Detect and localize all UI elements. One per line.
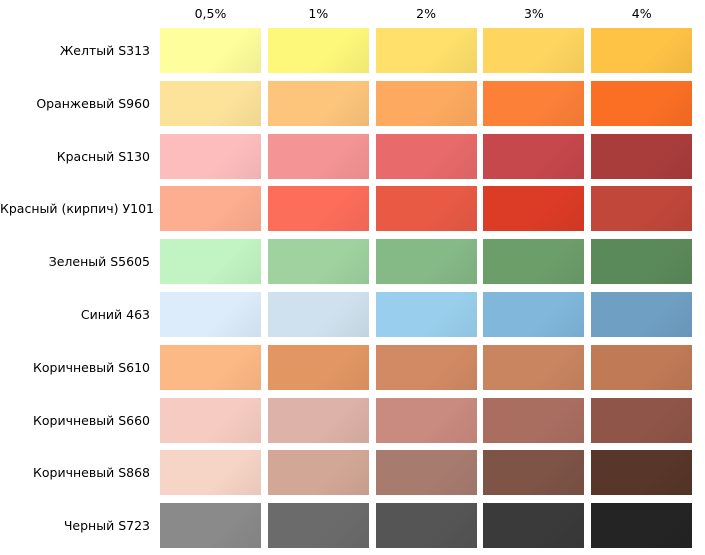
column-header: 0,5%: [194, 6, 227, 21]
column-header: 1%: [308, 6, 329, 21]
swatch: [160, 397, 261, 443]
row-label: Красный S130: [56, 148, 150, 164]
swatch: [483, 292, 585, 337]
swatch: [267, 450, 369, 496]
swatch: [267, 28, 369, 73]
swatch: [591, 239, 693, 285]
swatch: [160, 186, 261, 232]
swatch: [483, 397, 585, 443]
row-label: Оранжевый S960: [36, 95, 150, 111]
swatch: [483, 186, 585, 232]
swatch: [591, 450, 693, 496]
swatch: [483, 450, 585, 496]
swatch: [591, 344, 693, 390]
swatch: [267, 344, 369, 390]
swatch: [483, 344, 585, 390]
swatch: [375, 503, 477, 549]
swatch: [375, 292, 477, 337]
swatch: [483, 133, 585, 179]
swatch: [591, 80, 693, 126]
column-header: 4%: [631, 6, 652, 21]
swatch: [267, 292, 369, 337]
swatch: [160, 80, 261, 126]
swatch: [483, 503, 585, 549]
swatch: [591, 292, 693, 337]
swatch: [267, 80, 369, 126]
swatch: [267, 133, 369, 179]
swatch: [483, 80, 585, 126]
row-label: Коричневый S660: [33, 412, 150, 428]
swatch: [267, 397, 369, 443]
swatch: [483, 28, 585, 73]
swatch: [160, 450, 261, 496]
swatch: [591, 397, 693, 443]
column-header: 3%: [523, 6, 544, 21]
row-label: Зеленый S5605: [48, 254, 150, 270]
swatch: [375, 28, 477, 73]
swatch: [267, 186, 369, 232]
swatch: [160, 344, 261, 390]
row-label: Желтый S313: [59, 43, 150, 58]
row-label: Красный (кирпич) У101: [0, 201, 154, 217]
row-label: Синий 463: [80, 307, 150, 322]
swatch: [160, 503, 261, 549]
swatch: [375, 397, 477, 443]
swatch: [160, 133, 261, 179]
swatch: [267, 503, 369, 549]
swatch: [267, 239, 369, 285]
row-label: Коричневый S610: [33, 359, 150, 375]
swatch: [591, 133, 693, 179]
swatch: [160, 28, 261, 73]
swatch: [375, 133, 477, 179]
swatch: [591, 28, 693, 73]
swatch: [375, 344, 477, 390]
swatch: [375, 239, 477, 285]
swatch: [591, 186, 693, 232]
swatch: [591, 503, 693, 549]
swatch: [160, 292, 261, 337]
swatch: [483, 239, 585, 285]
swatch: [375, 450, 477, 496]
column-header: 2%: [416, 6, 437, 21]
swatch: [160, 239, 261, 285]
row-label: Коричневый S868: [33, 465, 150, 481]
swatch: [375, 80, 477, 126]
row-label: Черный S723: [63, 518, 150, 534]
swatch: [375, 186, 477, 232]
